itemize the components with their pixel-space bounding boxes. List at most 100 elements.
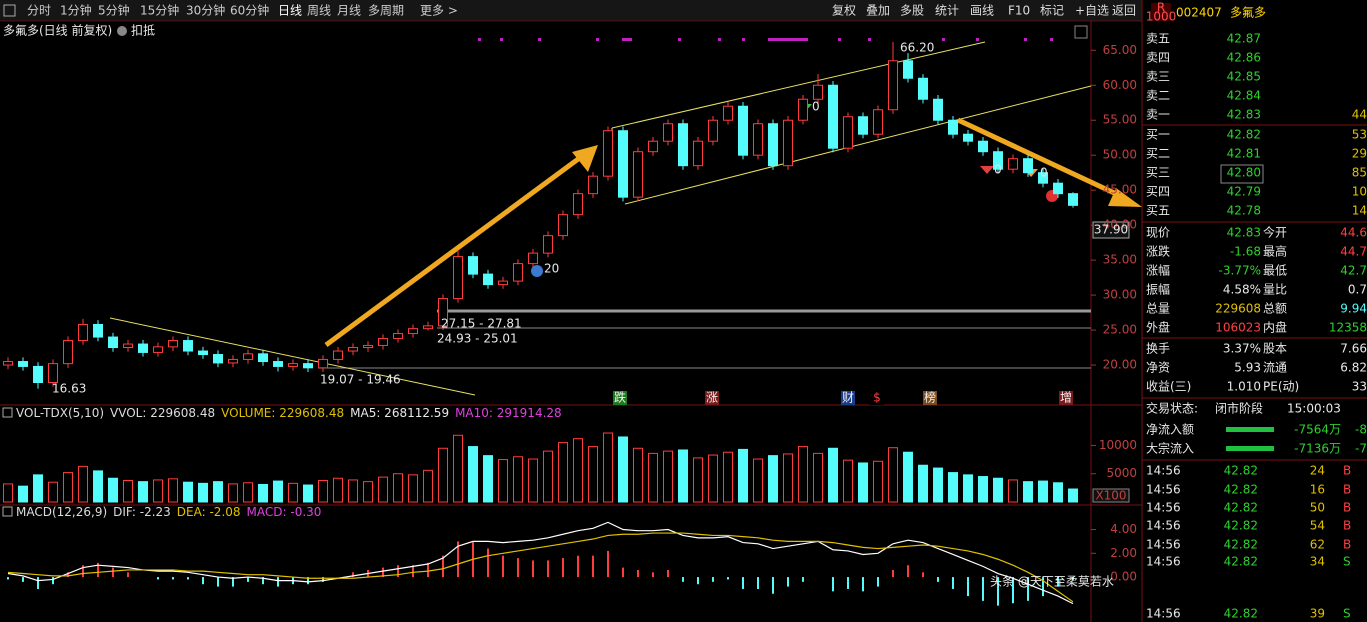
candle-body bbox=[183, 340, 193, 352]
volume-bar bbox=[918, 464, 928, 503]
candle-body bbox=[168, 340, 178, 348]
stat-value: 229608 bbox=[1215, 302, 1261, 316]
volume-bar bbox=[33, 474, 43, 503]
period-tab[interactable]: 30分钟 bbox=[186, 3, 225, 18]
tick-volume: 16 bbox=[1310, 483, 1325, 497]
trend-line bbox=[109, 317, 476, 396]
toolbar-button[interactable]: F10 bbox=[1008, 4, 1030, 18]
volume-bar bbox=[558, 442, 568, 503]
volume-bar bbox=[48, 481, 58, 503]
stat-value: 3.37% bbox=[1223, 342, 1261, 356]
event-marker[interactable]: $ bbox=[873, 391, 881, 405]
toolbar-button[interactable]: 多股 bbox=[900, 4, 924, 18]
volume-bar bbox=[738, 448, 748, 503]
period-tab[interactable]: 日线 bbox=[278, 4, 302, 18]
stat-value: 42.7 bbox=[1340, 264, 1367, 278]
header-part: DEA: -2.08 bbox=[177, 505, 241, 519]
candle-body bbox=[708, 119, 718, 142]
stat-label: 换手 bbox=[1146, 342, 1170, 356]
dif-line bbox=[7, 521, 1074, 605]
tick-price: 42.82 bbox=[1224, 464, 1258, 478]
candle-body bbox=[1023, 158, 1033, 174]
candle-body bbox=[1053, 182, 1063, 195]
period-tab[interactable]: 周线 bbox=[307, 4, 331, 18]
price-annotation: 0 bbox=[994, 163, 1002, 177]
event-marker-bg bbox=[705, 391, 719, 405]
toolbar-button[interactable]: 统计 bbox=[935, 4, 959, 18]
stat-label: 股本 bbox=[1263, 342, 1287, 356]
volume-bar bbox=[678, 449, 688, 503]
candle-body bbox=[933, 98, 943, 121]
volume-bar bbox=[1068, 488, 1078, 503]
volume-bar bbox=[288, 482, 298, 503]
period-tab[interactable]: 分时 bbox=[27, 4, 51, 18]
volume-bar bbox=[813, 452, 823, 503]
period-tab[interactable]: 15分钟 bbox=[140, 3, 179, 18]
flow-label: 净流入额 bbox=[1146, 423, 1194, 437]
event-marker-bg bbox=[1059, 391, 1073, 405]
settings-icon[interactable] bbox=[1074, 25, 1088, 39]
candle-body bbox=[513, 263, 523, 282]
stat-value: 42.83 bbox=[1227, 226, 1261, 240]
candle-body bbox=[408, 328, 418, 335]
book-volume: 10 bbox=[1352, 185, 1367, 199]
button-icon[interactable] bbox=[117, 26, 127, 36]
flow-value: -7564万 bbox=[1294, 423, 1341, 437]
book-price: 42.85 bbox=[1227, 70, 1261, 84]
flow-value: -8 bbox=[1355, 423, 1367, 437]
period-tab[interactable]: 1分钟 bbox=[60, 3, 92, 18]
book-label: 买五 bbox=[1146, 204, 1170, 218]
volume-bar bbox=[933, 467, 943, 503]
unit-box bbox=[1092, 488, 1130, 503]
candle-body bbox=[438, 298, 448, 327]
event-marker[interactable]: 财 bbox=[842, 391, 854, 405]
event-marker[interactable]: 涨 bbox=[706, 390, 718, 405]
volume-bar bbox=[648, 452, 658, 503]
volume-bar bbox=[873, 460, 883, 503]
flow-bar bbox=[1226, 427, 1274, 432]
toolbar-button[interactable]: 画线 bbox=[970, 4, 994, 18]
event-marker[interactable]: 增 bbox=[1060, 391, 1072, 405]
period-tab[interactable]: 月线 bbox=[337, 4, 361, 18]
book-price: 42.86 bbox=[1227, 51, 1261, 65]
signal-dots bbox=[478, 38, 1053, 41]
period-tab[interactable]: 60分钟 bbox=[230, 3, 269, 18]
toolbar-button[interactable]: 返回 bbox=[1112, 4, 1136, 18]
tick-volume: 62 bbox=[1310, 538, 1325, 552]
volume-bar bbox=[228, 483, 238, 503]
price-annotation: 0 bbox=[1040, 166, 1048, 180]
chart-button[interactable]: 扣抵 bbox=[131, 24, 155, 38]
tick-time: 14:56 bbox=[1146, 501, 1181, 515]
candle-body bbox=[918, 77, 928, 100]
volume-bar bbox=[393, 473, 403, 503]
toolbar-button[interactable]: 复权 bbox=[832, 4, 856, 18]
volume-bar bbox=[63, 472, 73, 503]
stat-label: PE(动) bbox=[1263, 380, 1299, 394]
candle-body bbox=[873, 109, 883, 135]
candle-body bbox=[138, 343, 148, 353]
period-tab[interactable]: 更多 > bbox=[420, 4, 458, 18]
event-marker-bg bbox=[923, 391, 937, 405]
book-price: 42.82 bbox=[1227, 128, 1261, 142]
candle-body bbox=[63, 340, 73, 365]
menu-icon[interactable] bbox=[3, 4, 16, 17]
candle-body bbox=[393, 333, 403, 339]
period-tab[interactable]: 多周期 bbox=[368, 4, 404, 18]
stat-label: 流通 bbox=[1263, 361, 1287, 375]
y-tick-label: 4.00 bbox=[1110, 522, 1137, 536]
toolbar-button[interactable]: 叠加 bbox=[866, 4, 890, 18]
period-tab[interactable]: 5分钟 bbox=[98, 3, 130, 18]
status-time: 15:00:03 bbox=[1287, 402, 1341, 416]
event-marker[interactable]: 榜 bbox=[924, 390, 936, 405]
toolbar-button[interactable]: 标记 bbox=[1040, 4, 1064, 18]
toolbar-button[interactable]: +自选 bbox=[1075, 4, 1109, 18]
signal-icon bbox=[531, 265, 543, 277]
y-tick-label: 25.00 bbox=[1103, 323, 1137, 337]
price-tag-box bbox=[1092, 221, 1130, 239]
event-marker[interactable]: 跌 bbox=[614, 390, 626, 405]
y-tick-label: 30.00 bbox=[1103, 288, 1137, 302]
candle-body bbox=[843, 116, 853, 149]
toolbar bbox=[0, 0, 1142, 21]
candle-body bbox=[813, 84, 823, 100]
